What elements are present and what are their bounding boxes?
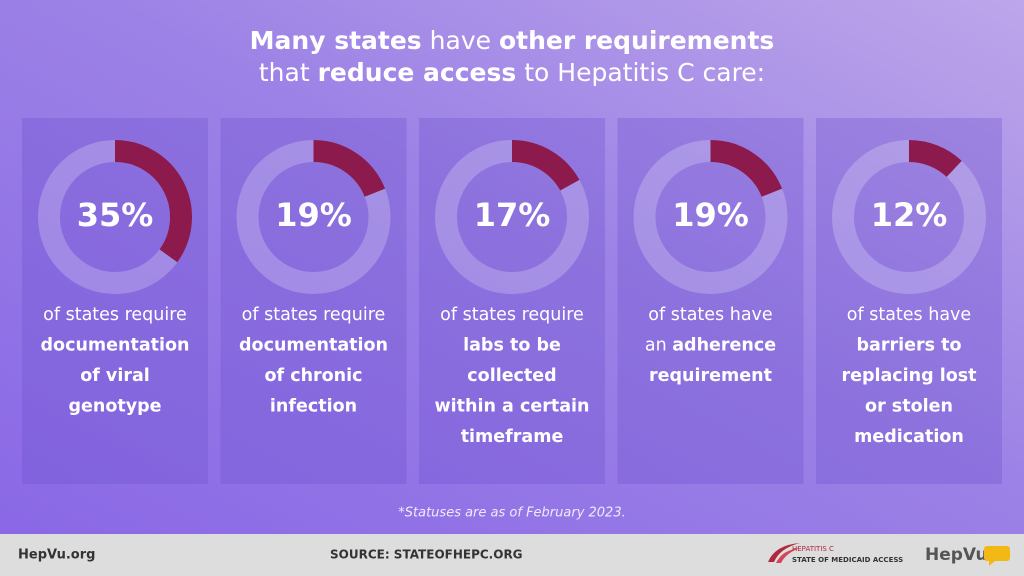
footnote: *Statuses are as of February 2023. <box>398 506 625 521</box>
percent-label: 19% <box>672 196 749 234</box>
card-text-line: documentation <box>239 336 388 356</box>
percent-label: 12% <box>871 196 948 234</box>
text-run: of states require <box>440 305 584 325</box>
text-run: Many states <box>250 26 422 55</box>
percent-label: 19% <box>275 196 352 234</box>
text-run: of viral <box>80 366 150 386</box>
text-run: documentation <box>41 336 190 356</box>
text-run: of states require <box>242 305 386 325</box>
donut-arc <box>908 140 962 178</box>
card-text-line: of chronic <box>264 366 362 386</box>
card-bg <box>816 118 1002 484</box>
card-text-line: barriers to <box>857 336 962 356</box>
card-text-line: of states have <box>648 305 772 325</box>
title-line: Many states have other requirements <box>250 26 775 55</box>
title-line: that reduce access to Hepatitis C care: <box>259 58 765 87</box>
card-text-line: requirement <box>649 366 772 386</box>
donut-arc <box>710 140 783 198</box>
text-run: that <box>259 58 318 87</box>
card-text-line: labs to be <box>463 336 561 356</box>
footer-source: SOURCE: STATEOFHEPC.ORG <box>330 548 523 562</box>
card-text-line: medication <box>854 427 964 447</box>
percent-label: 17% <box>474 196 551 234</box>
brand: HepVu <box>925 545 988 565</box>
card-bg <box>220 118 407 484</box>
text-run: adherence <box>672 336 776 356</box>
text-run: an <box>645 336 672 356</box>
logo-top: HEPATITIS C <box>792 545 834 553</box>
text-run: timeframe <box>461 427 564 447</box>
card-text-line: genotype <box>68 397 161 417</box>
percent-label: 35% <box>77 196 154 234</box>
card: 35% of states require documentation of vira… <box>22 118 208 484</box>
card: 19% of states require documentation of chro… <box>220 118 407 484</box>
text-run: documentation <box>239 336 388 356</box>
card-bg <box>22 118 208 484</box>
text-run: replacing lost <box>841 366 976 386</box>
background <box>0 0 1024 534</box>
logo-swoosh <box>776 548 800 563</box>
card-text-line: of states require <box>43 305 187 325</box>
card-text-line: of states have <box>847 305 971 325</box>
text-run: infection <box>270 397 357 417</box>
cards: 35% of states require documentation of vira… <box>22 118 1002 484</box>
text-run: medication <box>854 427 964 447</box>
donut-arc <box>114 140 192 263</box>
text-run: of states have <box>847 305 971 325</box>
footer-bar <box>0 534 1024 576</box>
text-run: of states have <box>648 305 772 325</box>
card-text-line: collected <box>467 366 556 386</box>
brand-icon <box>984 546 1010 566</box>
card: 19% of states have an adherence requirement <box>617 118 804 484</box>
logo-bottom: STATE OF MEDICAID ACCESS <box>792 556 903 564</box>
card-text-line: or stolen <box>865 397 953 417</box>
text-run: or stolen <box>865 397 953 417</box>
text-run: of chronic <box>264 366 362 386</box>
card-bg <box>617 118 804 484</box>
text-run: barriers to <box>857 336 962 356</box>
card-text-line: within a certain <box>435 397 590 417</box>
card-text-line: replacing lost <box>841 366 976 386</box>
text-run: other requirements <box>499 26 774 55</box>
card-text-line: documentation <box>41 336 190 356</box>
donut-arc <box>313 140 386 198</box>
text-run: to Hepatitis C care: <box>516 58 765 87</box>
text-run: genotype <box>68 397 161 417</box>
text-run: have <box>422 26 499 55</box>
footer-site: HepVu.org <box>18 548 95 563</box>
card-text-line: an adherence <box>645 336 776 356</box>
text-run: within a certain <box>435 397 590 417</box>
card-text-line: infection <box>270 397 357 417</box>
text-run: of states require <box>43 305 187 325</box>
text-run: labs to be <box>463 336 561 356</box>
title: Many states have other requirements that … <box>250 26 775 87</box>
text-run: reduce access <box>318 58 517 87</box>
donut-arc <box>511 140 580 191</box>
text-run: requirement <box>649 366 772 386</box>
card: 17% of states require labs to be collected w… <box>419 118 605 484</box>
text-run: collected <box>467 366 556 386</box>
card-text-line: of states require <box>440 305 584 325</box>
card: 12% of states have barriers to replacing lo… <box>816 118 1002 484</box>
card-text-line: of viral <box>80 366 150 386</box>
card-text-line: of states require <box>242 305 386 325</box>
card-text-line: timeframe <box>461 427 564 447</box>
logo-swoosh <box>768 543 800 562</box>
